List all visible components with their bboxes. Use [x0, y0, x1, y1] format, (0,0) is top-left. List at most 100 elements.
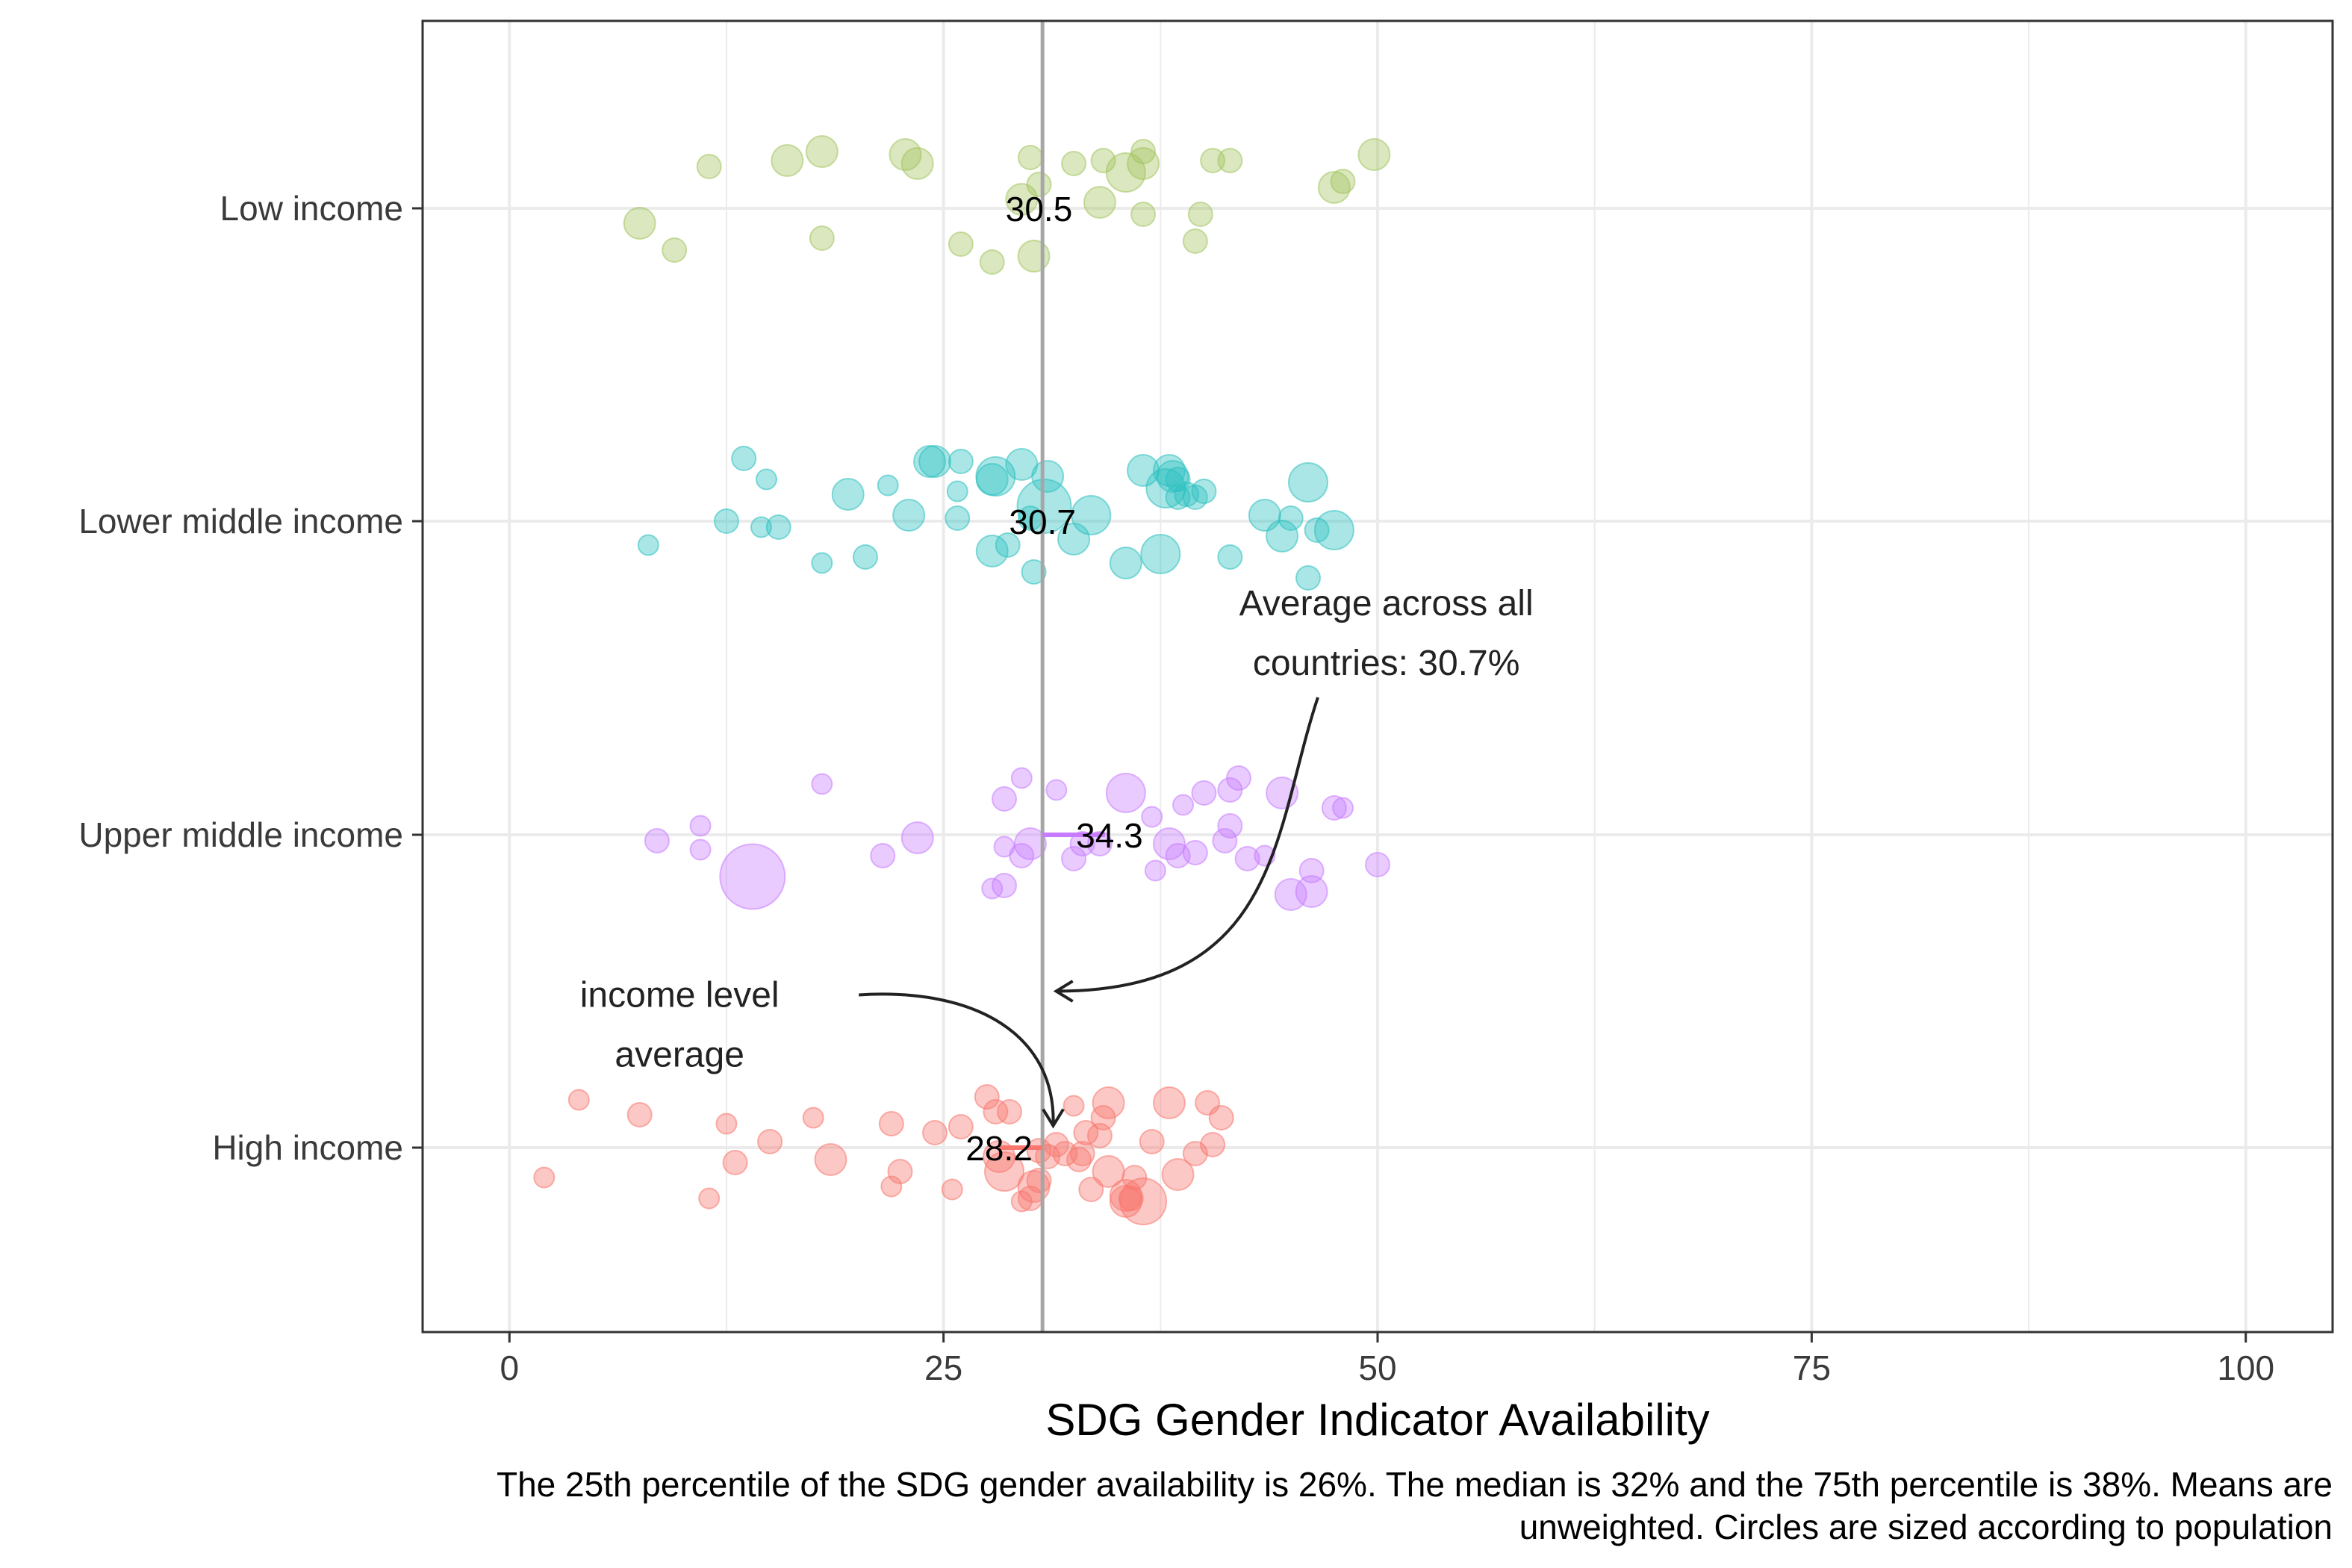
data-point — [731, 446, 757, 471]
data-point — [715, 1113, 738, 1135]
data-point — [1330, 169, 1356, 194]
x-tick-label: 100 — [2217, 1348, 2274, 1387]
data-point — [1066, 1147, 1092, 1172]
data-point — [1200, 1132, 1226, 1157]
data-point — [1295, 565, 1321, 591]
mean-label: 28.2 — [965, 1129, 1033, 1168]
data-point — [975, 535, 1009, 567]
data-point — [831, 478, 865, 511]
x-tick-label: 75 — [1793, 1348, 1831, 1387]
data-point — [918, 445, 952, 478]
data-point — [1217, 813, 1243, 839]
data-point — [995, 532, 1021, 558]
data-point — [1045, 779, 1068, 801]
data-point — [1217, 544, 1243, 570]
series-points — [644, 765, 1390, 911]
axes: Low income Lower middle income Upper middl… — [78, 189, 2274, 1387]
data-point — [1331, 797, 1354, 819]
data-point — [719, 843, 786, 910]
data-point — [811, 552, 833, 574]
y-tick-label: High income — [212, 1128, 403, 1167]
data-point — [755, 468, 777, 491]
data-point — [1017, 145, 1043, 170]
data-point — [626, 1102, 653, 1127]
data-point — [974, 1084, 1000, 1110]
data-point — [1313, 510, 1354, 550]
data-point — [811, 773, 833, 795]
x-tick-label: 0 — [500, 1348, 519, 1387]
data-point — [1069, 831, 1095, 856]
annotation-text: average — [615, 1035, 744, 1074]
data-point — [1365, 852, 1390, 877]
data-point — [1144, 859, 1166, 882]
data-point — [1071, 495, 1112, 535]
data-point — [1141, 806, 1163, 828]
data-point — [1165, 467, 1191, 492]
data-point — [1182, 228, 1208, 254]
annotation: income level average — [580, 975, 1065, 1129]
data-point — [689, 815, 712, 837]
data-point — [1191, 479, 1217, 504]
data-point — [1092, 1086, 1125, 1119]
data-point — [1086, 831, 1113, 856]
data-point — [698, 1187, 721, 1210]
data-point — [1161, 1158, 1195, 1191]
data-point — [662, 237, 688, 263]
data-point — [1130, 139, 1157, 164]
annotation: Average across all countries: 30.7% — [1053, 584, 1534, 1003]
mean-label: 30.7 — [1009, 503, 1076, 541]
annotation-arrowhead — [1053, 980, 1074, 1003]
data-point — [1287, 462, 1328, 503]
data-point — [941, 1178, 963, 1201]
x-tick-label: 25 — [924, 1348, 962, 1387]
chart-overlay: 30.5 30.7 34.3 28.2 — [965, 21, 1143, 1332]
data-point — [1187, 202, 1213, 227]
data-point — [1013, 827, 1047, 860]
data-point — [623, 207, 656, 240]
data-point — [1061, 846, 1087, 871]
data-point — [644, 828, 670, 853]
data-point — [900, 821, 934, 854]
data-point — [1295, 875, 1328, 908]
data-point — [984, 1151, 1025, 1192]
data-point — [567, 1089, 590, 1111]
data-point — [1017, 240, 1051, 273]
annotation-text: countries: 30.7% — [1253, 644, 1520, 683]
data-point — [1139, 1129, 1165, 1154]
data-point — [533, 1166, 556, 1189]
annotations: Average across all countries: 30.7% income… — [580, 584, 1534, 1129]
annotation-text: Average across all — [1239, 584, 1534, 623]
data-point — [1105, 773, 1146, 813]
y-tick-label: Low income — [220, 189, 403, 228]
data-point — [948, 449, 974, 474]
data-point — [1109, 547, 1142, 579]
data-point — [1225, 765, 1251, 791]
grid-lines — [423, 21, 2333, 1332]
data-point — [945, 505, 971, 531]
data-point — [870, 843, 896, 868]
data-point — [1061, 151, 1087, 176]
data-point — [1172, 794, 1195, 816]
data-point — [1357, 138, 1391, 171]
data-point — [1208, 1105, 1234, 1130]
data-point — [948, 1114, 974, 1139]
annotation-arrowhead — [1042, 1108, 1065, 1129]
annotation-text: income level — [580, 975, 780, 1015]
x-axis-title: SDG Gender Indicator Availability — [1045, 1395, 1709, 1445]
data-point — [900, 147, 934, 180]
annotation-arrow — [859, 992, 1055, 1126]
data-point — [1118, 1186, 1144, 1211]
data-point — [713, 508, 739, 534]
data-point — [1321, 795, 1347, 821]
data-point — [922, 1120, 948, 1145]
data-point — [892, 499, 926, 532]
data-point — [1234, 846, 1260, 871]
data-point — [1021, 559, 1047, 585]
data-point — [979, 249, 1005, 275]
data-point — [1063, 1095, 1085, 1117]
data-point — [877, 474, 899, 497]
data-point — [983, 1099, 1009, 1124]
series-points — [637, 445, 1354, 591]
data-point — [1191, 780, 1217, 806]
data-point — [1278, 505, 1304, 531]
